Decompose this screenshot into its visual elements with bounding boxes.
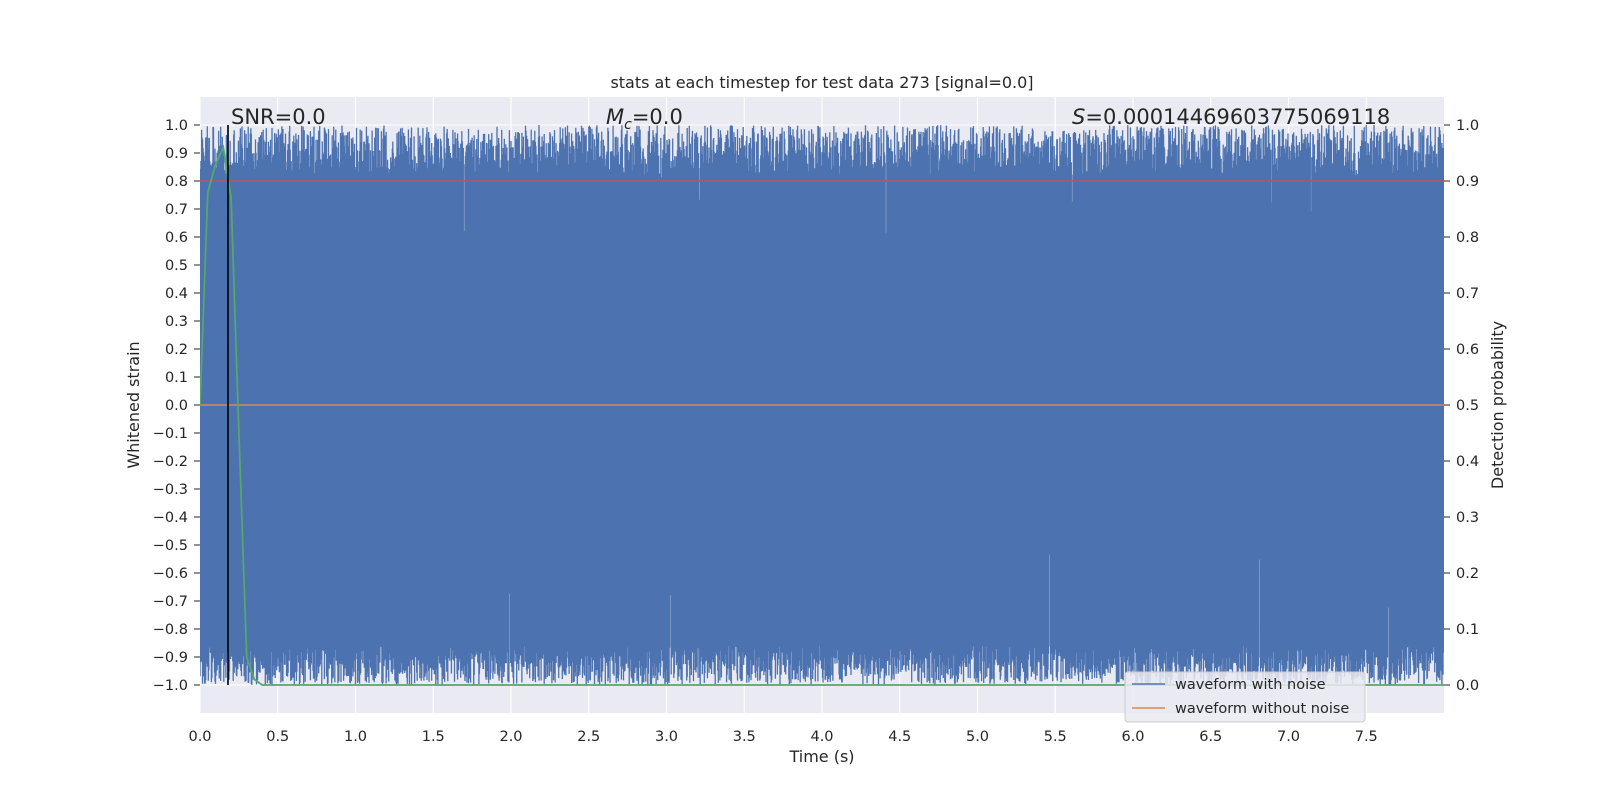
x-tick-label: 4.5	[888, 729, 911, 745]
y-axis-ticks: 1.0 0.9 0.8 0.7 0.6 0.5 0.4 0.3 0.2 0.1 0.0 −0.1 −0.…	[153, 118, 200, 694]
y-tick-label: 0.0	[165, 398, 188, 414]
x-tick-label: 0.5	[266, 729, 289, 745]
legend[interactable]: waveform with noise waveform without noi…	[1124, 671, 1366, 723]
y-tick-label: −0.7	[153, 594, 188, 610]
y2-tick-label: 0.4	[1456, 454, 1479, 470]
y-tick-label: −0.2	[153, 454, 188, 470]
x-tick-label: 1.0	[344, 729, 367, 745]
y-tick-label: −0.3	[153, 482, 188, 498]
snr-annotation: SNR=0.0	[231, 105, 326, 129]
x-tick-label: 7.0	[1277, 729, 1300, 745]
chirp-mass-annotation: Mc=0.0	[606, 105, 683, 133]
y2-axis-ticks: 1.0 0.9 0.8 0.7 0.6 0.5 0.4 0.3 0.2 0.1 0.0	[1444, 118, 1479, 694]
x-axis-ticks: 0.0 0.5 1.0 1.5 2.0 2.5 3.0 3.5 4.0 4.5 5.0 5.5 6.0 6…	[188, 729, 1377, 745]
y-tick-label: −1.0	[153, 678, 188, 694]
y2-tick-label: 0.2	[1456, 566, 1479, 582]
y-tick-label: −0.1	[153, 426, 188, 442]
s-annotation: S=0.00014469603775069118	[1072, 105, 1390, 129]
y2-tick-label: 0.0	[1456, 678, 1479, 694]
y-tick-label: 0.2	[165, 342, 188, 358]
chirp-mass-subscript: c	[624, 117, 632, 133]
x-tick-label: 7.5	[1355, 729, 1378, 745]
legend-frame	[1124, 671, 1366, 723]
y-tick-label: 0.7	[165, 202, 188, 218]
y2-tick-label: 0.1	[1456, 622, 1479, 638]
legend-label-noise: waveform with noise	[1175, 677, 1326, 693]
y-tick-label: 1.0	[165, 118, 188, 134]
y2-tick-label: 1.0	[1456, 118, 1479, 134]
y-tick-label: −0.6	[153, 566, 188, 582]
x-tick-label: 4.0	[810, 729, 833, 745]
chirp-mass-symbol: M	[606, 105, 624, 129]
x-axis-label: Time (s)	[788, 747, 854, 766]
y-tick-label: 0.3	[165, 314, 188, 330]
x-tick-label: 0.0	[188, 729, 211, 745]
y-tick-label: 0.5	[165, 258, 188, 274]
y2-tick-label: 0.6	[1456, 342, 1479, 358]
y2-tick-label: 0.5	[1456, 398, 1479, 414]
x-tick-label: 3.0	[655, 729, 678, 745]
s-symbol: S	[1072, 105, 1085, 129]
y-tick-label: −0.9	[153, 650, 188, 666]
x-tick-label: 3.5	[733, 729, 756, 745]
y-tick-label: −0.4	[153, 510, 188, 526]
x-tick-label: 6.0	[1121, 729, 1144, 745]
y-tick-label: −0.8	[153, 622, 188, 638]
legend-label-clean: waveform without noise	[1175, 701, 1349, 717]
y-tick-label: 0.4	[165, 286, 188, 302]
detection-probability-line	[200, 144, 1444, 686]
chart-title: stats at each timestep for test data 273…	[610, 73, 1033, 92]
y-tick-label: 0.1	[165, 370, 188, 386]
x-tick-label: 2.0	[499, 729, 522, 745]
y-tick-label: −0.5	[153, 538, 188, 554]
y2-tick-label: 0.9	[1456, 174, 1479, 190]
y2-tick-label: 0.7	[1456, 286, 1479, 302]
x-tick-label: 2.5	[577, 729, 600, 745]
s-value: =0.00014469603775069118	[1085, 105, 1390, 129]
y2-axis-label: Detection probability	[1488, 321, 1507, 489]
x-tick-label: 1.5	[422, 729, 445, 745]
y-tick-label: 0.8	[165, 174, 188, 190]
x-tick-label: 5.5	[1044, 729, 1067, 745]
y-tick-label: 0.9	[165, 146, 188, 162]
y2-tick-label: 0.8	[1456, 230, 1479, 246]
overlay-lines	[200, 125, 1444, 686]
x-tick-label: 6.5	[1199, 729, 1222, 745]
y2-tick-label: 0.3	[1456, 510, 1479, 526]
y-axis-label: Whitened strain	[124, 341, 143, 468]
x-tick-label: 5.0	[966, 729, 989, 745]
chirp-mass-value: =0.0	[632, 105, 683, 129]
y-tick-label: 0.6	[165, 230, 188, 246]
